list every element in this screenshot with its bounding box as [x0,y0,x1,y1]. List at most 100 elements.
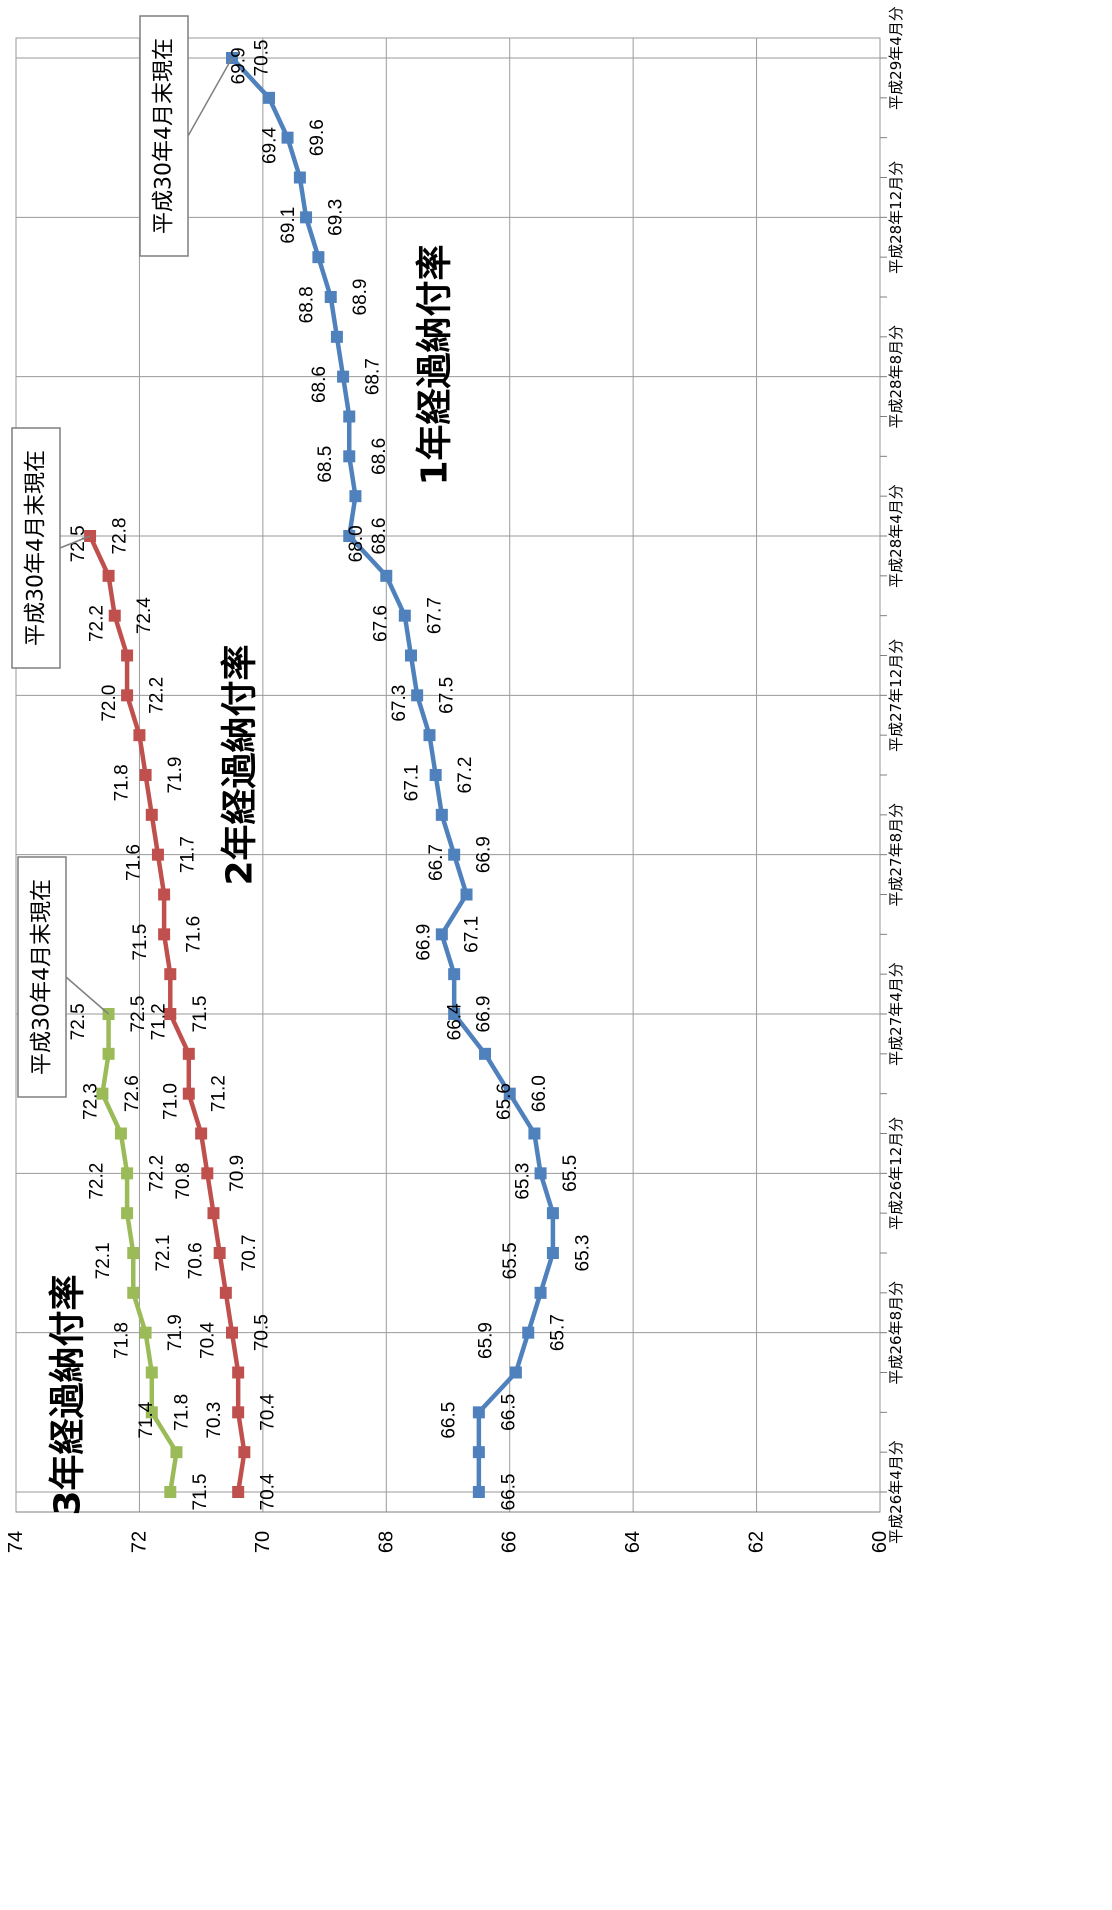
series-3yr-marker [170,1446,183,1459]
series-1yr-callout-box [139,15,189,257]
series-1yr-value-label: 68.7 [363,358,384,395]
series-1yr-marker [324,291,337,303]
series-2yr-value-label: 71.5 [130,924,151,961]
series-3yr-callout-leader [65,976,110,1015]
series-3yr-value-label: 71.9 [165,1314,186,1351]
series-1yr-marker [448,1008,461,1020]
series-1yr-marker [337,370,350,383]
series-2yr-value-label: 70.8 [173,1163,194,1200]
series-1yr-marker [534,1286,547,1299]
series-1yr-marker [448,848,461,861]
series-1yr-marker [522,1326,535,1339]
series-3yr-marker [121,1207,134,1220]
series-1yr-value-label: 67.3 [389,685,410,722]
series-3yr-marker [127,1247,140,1259]
series-1yr-marker [534,1167,547,1180]
series-3yr-marker [114,1127,127,1140]
series-1yr-value-label: 67.7 [424,597,445,634]
series-3yr-value-label: 72.2 [87,1163,108,1200]
series-3yr-value-label: 72.1 [93,1242,114,1279]
series-2yr-marker [158,928,171,941]
series-3yr-value-label: 71.8 [171,1394,192,1431]
series-1yr-value-label: 68.6 [309,366,330,403]
series-1yr-value-label: 65.7 [548,1314,569,1351]
series-1yr-marker [472,1486,485,1498]
series-1yr-marker [404,649,417,662]
series-2yr-marker [102,569,115,582]
series-3yr-marker [127,1286,140,1299]
series-1yr-value-label: 66.7 [426,844,447,881]
series-3yr-title: 3年経過納付率 [48,1274,89,1515]
series-2yr-value-label: 71.7 [177,836,198,873]
series-3yr-value-label: 72.5 [128,996,149,1033]
series-1yr-value-label: 65.9 [475,1322,496,1359]
series-3yr-marker [96,1087,109,1100]
series-3yr-marker [145,1366,158,1379]
series-1yr-marker [380,569,393,582]
series-2yr-marker [232,1406,245,1419]
series-2yr-marker [108,609,121,622]
series-1yr-marker [411,689,424,702]
series-1yr-marker [546,1207,559,1220]
series-2yr-value-label: 71.9 [165,757,186,794]
series-2yr-value-label: 70.6 [185,1242,206,1279]
series-1yr-marker [343,450,356,463]
series-1yr-value-label: 67.6 [370,605,391,642]
time-tick-label: 平成26年8月分 [887,1281,905,1385]
series-1yr-marker [398,609,411,622]
series-2yr-value-label: 72.4 [134,597,155,634]
series-1yr-value-label: 66.5 [498,1474,519,1511]
series-2yr-value-label: 71.2 [208,1075,229,1112]
series-2yr-marker [145,808,158,821]
series-1yr-value-label: 66.4 [445,1003,466,1040]
series-1yr-value-label: 65.3 [572,1235,593,1272]
series-3yr [96,1008,183,1498]
series-2yr-marker [219,1286,232,1299]
series-2yr-value-label: 71.2 [148,1003,169,1040]
time-tick-label: 平成28年4月分 [887,484,905,588]
time-tick-label: 平成27年12月分 [887,639,905,752]
series-3yr-callout-text: 平成30年4月末現在 [30,879,55,1075]
series-2yr-marker [182,1087,195,1100]
value-tick-label: 64 [622,1531,644,1553]
series-2yr-value-label: 72.5 [68,525,89,562]
series-3yr-value-label: 72.3 [80,1083,101,1120]
series-1yr-callout-text: 平成30年4月末現在 [152,38,177,234]
series-1yr-value-label: 65.6 [494,1083,515,1120]
series-1yr-marker [349,490,362,503]
series-1yr-marker [460,888,473,901]
series-1yr-value-label: 69.4 [259,127,280,164]
series-3yr-marker [139,1326,152,1339]
series-1yr-marker [503,1087,516,1100]
series-3yr-value-label: 72.1 [153,1235,174,1272]
series-2yr-marker [238,1446,251,1459]
series-1yr-marker [330,330,343,343]
data-labels-layer: 66.5 66.5 66.5 65.9 65.7 65.5 65.3 65.3 65.5 65.6… [68,40,593,1511]
series-1yr-value-label: 67.2 [455,757,476,794]
time-tick-label: 平成29年4月分 [887,6,905,110]
series-3yr-value-label: 71.4 [136,1401,157,1438]
series-1yr-callout-leader [187,57,233,137]
series-2yr-marker [201,1167,214,1180]
series-1yr-marker [429,769,442,781]
series-1yr-marker [263,91,276,104]
series-1yr-value-label: 69.9 [229,47,250,84]
series-3yr-value-label: 72.2 [147,1155,168,1192]
series-2yr-marker [158,888,171,901]
series-2yr-marker [232,1486,245,1498]
series-1yr-marker [448,968,461,981]
series-1yr-marker [293,171,306,184]
value-tick-label: 74 [5,1531,27,1553]
series-3yr-marker [102,1047,115,1060]
time-tick-label: 平成26年4月分 [887,1440,905,1544]
series-2yr-marker [121,689,134,702]
series-1yr-value-label: 65.5 [500,1242,521,1279]
series-1yr-marker [472,1446,485,1459]
series-2yr-marker [164,968,177,981]
series-2yr-value-label: 70.7 [239,1235,260,1272]
series-2yr-value-label: 70.5 [252,1314,273,1351]
series-1yr-value-label: 70.5 [252,40,273,77]
series-1yr-value-label: 68.5 [315,446,336,483]
